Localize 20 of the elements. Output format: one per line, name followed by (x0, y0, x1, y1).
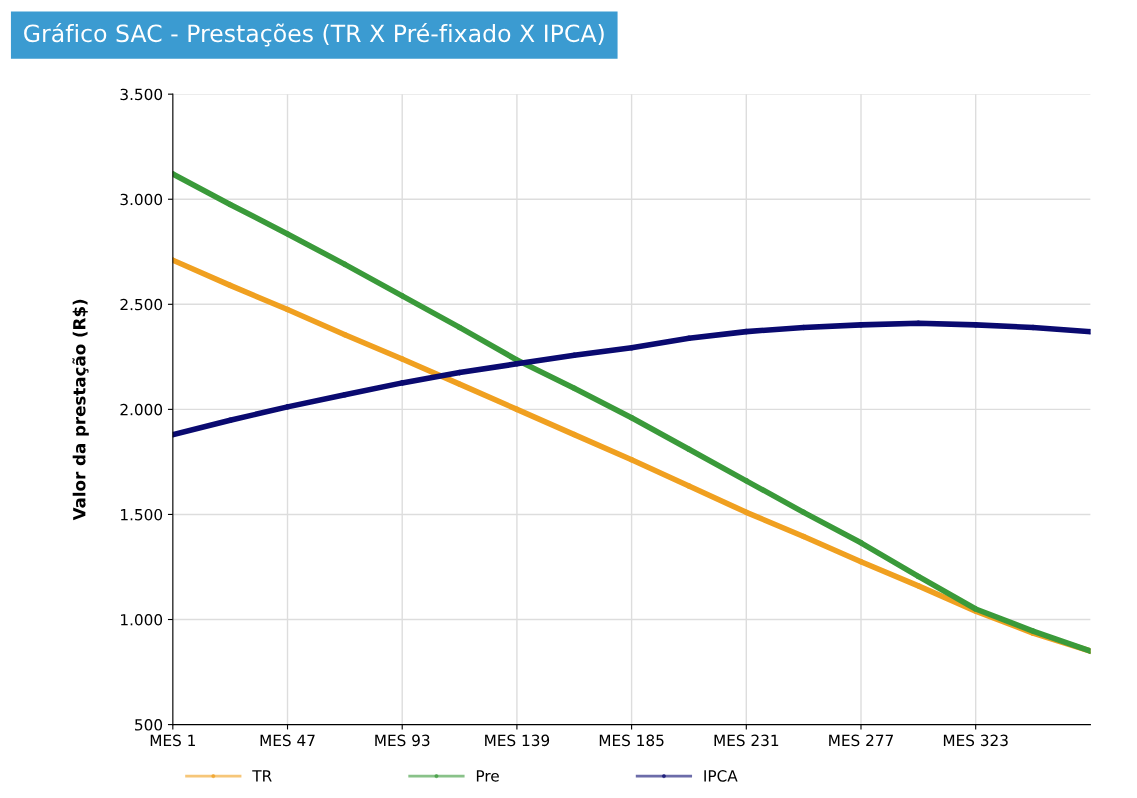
chart-title: Gráfico SAC - Prestações (TR X Pré-fixado X IPCA) (24, 23, 604, 47)
y-tick-label: 500 (135, 719, 163, 731)
x-tick-label: MES 47 (260, 734, 315, 747)
x-tick-label: MES 185 (599, 734, 664, 747)
x-tick-label: MES 231 (714, 734, 779, 747)
legend-label: Pre (476, 770, 499, 782)
legend-label: TR (252, 770, 272, 782)
y-tick-label: 1.000 (121, 613, 163, 626)
x-tick-label: MES 323 (943, 734, 1008, 747)
y-tick-label: 1.500 (121, 508, 163, 521)
x-tick-label: MES 1 (150, 734, 195, 747)
x-tick-label: MES 93 (375, 734, 430, 747)
x-tick-label: MES 139 (485, 734, 550, 747)
y-tick-label: 3.500 (120, 88, 163, 101)
y-tick-label: 2.000 (120, 403, 163, 416)
x-tick-label: MES 277 (829, 734, 893, 747)
legend-label: IPCA (704, 770, 738, 782)
y-axis-title: Valor da prestação (R$) (72, 299, 89, 521)
y-tick-label: 2.500 (120, 298, 163, 311)
y-tick-label: 3.000 (120, 193, 163, 206)
